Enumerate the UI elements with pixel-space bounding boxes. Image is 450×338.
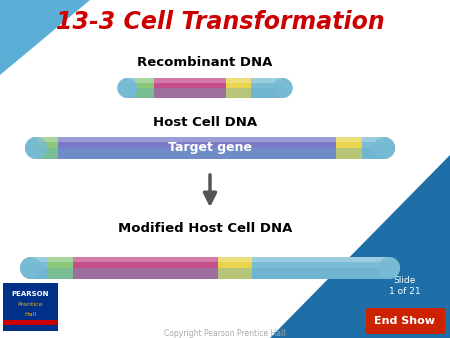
Ellipse shape (378, 257, 400, 279)
FancyBboxPatch shape (3, 283, 58, 331)
Text: End Show: End Show (374, 316, 436, 326)
Text: Host Cell DNA: Host Cell DNA (153, 116, 257, 128)
FancyBboxPatch shape (366, 308, 445, 334)
Ellipse shape (20, 257, 42, 279)
Text: Modified Host Cell DNA: Modified Host Cell DNA (118, 221, 292, 235)
Ellipse shape (117, 78, 138, 98)
Ellipse shape (273, 78, 292, 98)
Bar (336, 137, 362, 159)
Text: Hall: Hall (24, 312, 36, 316)
Text: Slide
1 of 21: Slide 1 of 21 (389, 276, 421, 296)
Text: Target gene: Target gene (168, 142, 252, 154)
Ellipse shape (20, 257, 42, 279)
Text: Copyright Pearson Prentice Hall: Copyright Pearson Prentice Hall (164, 329, 286, 338)
Bar (127, 78, 283, 82)
Text: 13-3 Cell Transformation: 13-3 Cell Transformation (56, 10, 384, 34)
Bar (127, 78, 283, 98)
Polygon shape (0, 0, 90, 75)
Ellipse shape (373, 137, 395, 159)
Ellipse shape (117, 78, 138, 98)
Ellipse shape (20, 257, 42, 279)
Polygon shape (270, 155, 450, 338)
Bar (36, 137, 384, 142)
Ellipse shape (273, 78, 292, 98)
Text: Prentice: Prentice (17, 303, 43, 308)
Bar (154, 78, 226, 98)
Bar (3, 320, 58, 325)
Bar (135, 78, 154, 98)
Text: Recombinant DNA: Recombinant DNA (137, 55, 273, 69)
Ellipse shape (378, 257, 400, 279)
Ellipse shape (378, 257, 400, 279)
Ellipse shape (373, 137, 395, 159)
Bar (31, 268, 389, 279)
Ellipse shape (373, 137, 395, 159)
Bar (73, 257, 218, 279)
Bar (31, 257, 389, 279)
Ellipse shape (25, 137, 47, 159)
Bar (36, 137, 58, 159)
Ellipse shape (25, 137, 47, 159)
Bar (58, 137, 336, 159)
Bar (36, 148, 384, 159)
Bar (31, 257, 389, 262)
Bar (218, 257, 252, 279)
Bar (36, 137, 384, 159)
Bar (127, 88, 283, 98)
Bar (47, 257, 73, 279)
Ellipse shape (117, 78, 138, 98)
Ellipse shape (273, 78, 292, 98)
Text: PEARSON: PEARSON (11, 291, 49, 297)
Bar (226, 78, 251, 98)
Ellipse shape (25, 137, 47, 159)
